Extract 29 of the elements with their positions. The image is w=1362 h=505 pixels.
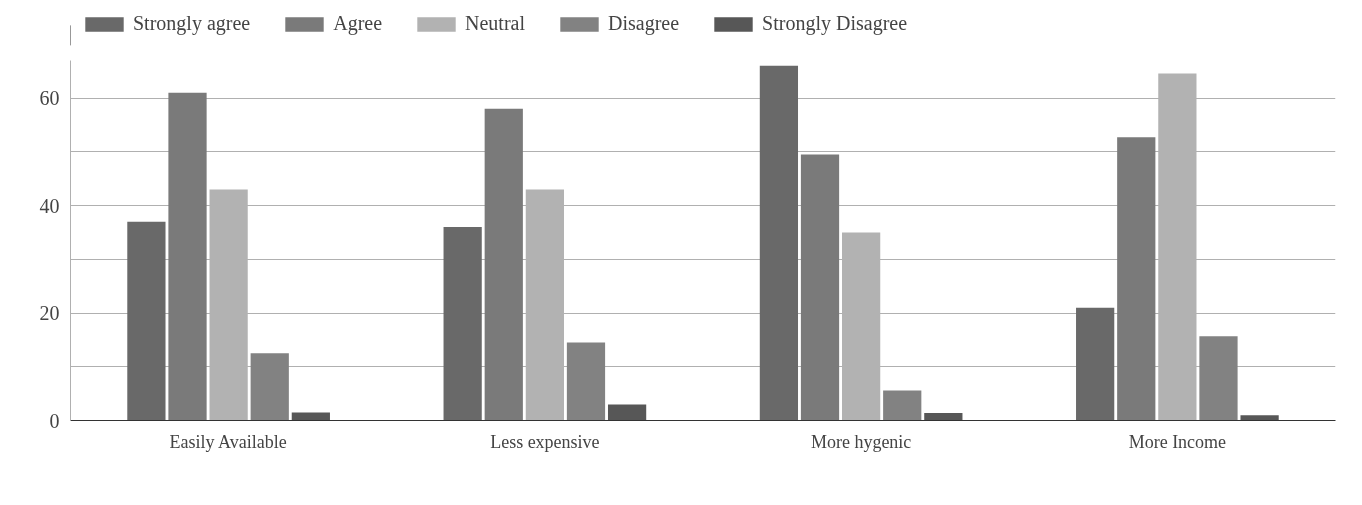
y-tick-label: 0 [49, 409, 60, 432]
legend-label: Agree [333, 12, 383, 35]
x-tick-label: Easily Available [169, 431, 287, 452]
bar [607, 404, 647, 421]
x-tick-label: More hygenic [810, 431, 912, 452]
bar [924, 412, 963, 421]
bar [484, 108, 523, 421]
bar [250, 353, 289, 421]
x-tick-label: Less expensive [490, 431, 600, 452]
legend-label: Neutral [465, 12, 526, 35]
bar [443, 227, 482, 421]
y-tick-label: 20 [39, 302, 60, 325]
bar [127, 221, 166, 421]
legend-label: Strongly agree [133, 12, 251, 35]
bar [1117, 137, 1156, 421]
bar [291, 412, 330, 421]
bar [1076, 307, 1115, 421]
bar [1240, 415, 1279, 421]
x-tick-label: More Income [1128, 431, 1227, 452]
legend-label: Strongly Disagree [762, 12, 908, 35]
bar [566, 342, 606, 421]
bar [759, 65, 799, 421]
bar [800, 154, 840, 421]
legend-label: Disagree [608, 12, 680, 35]
bar [168, 92, 207, 421]
y-tick-label: 40 [39, 194, 60, 217]
bar [883, 390, 922, 421]
y-tick-label: 60 [39, 87, 60, 110]
bar [1199, 336, 1238, 421]
